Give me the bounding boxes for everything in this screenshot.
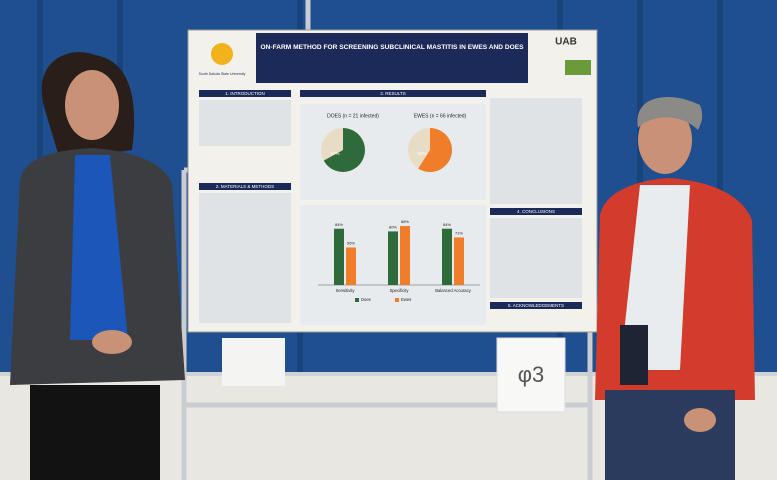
logo-badge bbox=[565, 60, 591, 75]
value-label: 80% bbox=[389, 224, 397, 229]
section-bar bbox=[199, 90, 291, 97]
value-label: 84% bbox=[443, 222, 451, 227]
value-label: 84% bbox=[335, 222, 343, 227]
legend-label: Does bbox=[361, 297, 371, 302]
person-left bbox=[10, 52, 185, 480]
blank-sign bbox=[222, 338, 285, 386]
text-blocks bbox=[199, 98, 582, 323]
logo-left bbox=[211, 43, 233, 65]
section-bar bbox=[490, 302, 582, 309]
pie-label: 59% bbox=[417, 151, 426, 156]
value-label: 71% bbox=[455, 230, 463, 235]
number-sign bbox=[496, 337, 566, 413]
poster-title: ON-FARM METHOD FOR SCREENING SUBCLINICAL… bbox=[260, 44, 524, 51]
pie-title: EWES (n = 66 infected) bbox=[414, 113, 467, 119]
value-label: 88% bbox=[401, 219, 409, 224]
section-heading: 5. ACKNOWLEDGEMENTS bbox=[508, 303, 564, 308]
section-bar bbox=[490, 208, 582, 215]
section-bar bbox=[199, 183, 291, 190]
pie-slice bbox=[418, 128, 453, 172]
bar bbox=[334, 228, 344, 285]
legend-label: Ewes bbox=[401, 297, 411, 302]
pie-panel bbox=[300, 104, 486, 200]
person-right bbox=[595, 96, 755, 480]
logo-right: UAB bbox=[555, 37, 577, 48]
bar bbox=[388, 231, 398, 285]
section-heading: 3. RESULTS bbox=[380, 91, 405, 96]
section-heading: 2. MATERIALS & METHODS bbox=[216, 184, 274, 189]
pie-label: 67% bbox=[330, 151, 339, 156]
category-label: Specificity bbox=[390, 288, 410, 293]
bar bbox=[442, 228, 452, 285]
section-heading: 1. INTRODUCTION bbox=[225, 91, 265, 96]
section-heading: 4. CONCLUSIONS bbox=[517, 209, 555, 214]
logo-left-text: South Dakota State University bbox=[199, 72, 246, 76]
bar bbox=[346, 247, 356, 285]
sign-label: φ3 bbox=[518, 362, 545, 387]
section-bar bbox=[300, 90, 486, 97]
baseboard bbox=[0, 372, 777, 376]
pie-slice bbox=[323, 128, 365, 173]
bar bbox=[400, 226, 410, 285]
legend-swatch bbox=[355, 298, 359, 302]
title-banner bbox=[256, 33, 528, 83]
value-label: 56% bbox=[347, 241, 355, 246]
category-label: Balanced Accuracy bbox=[435, 288, 472, 293]
category-label: Sensitivity bbox=[336, 288, 356, 293]
bar bbox=[454, 237, 464, 285]
legend-swatch bbox=[395, 298, 399, 302]
pie-title: DOES (n = 21 infected) bbox=[327, 113, 379, 119]
